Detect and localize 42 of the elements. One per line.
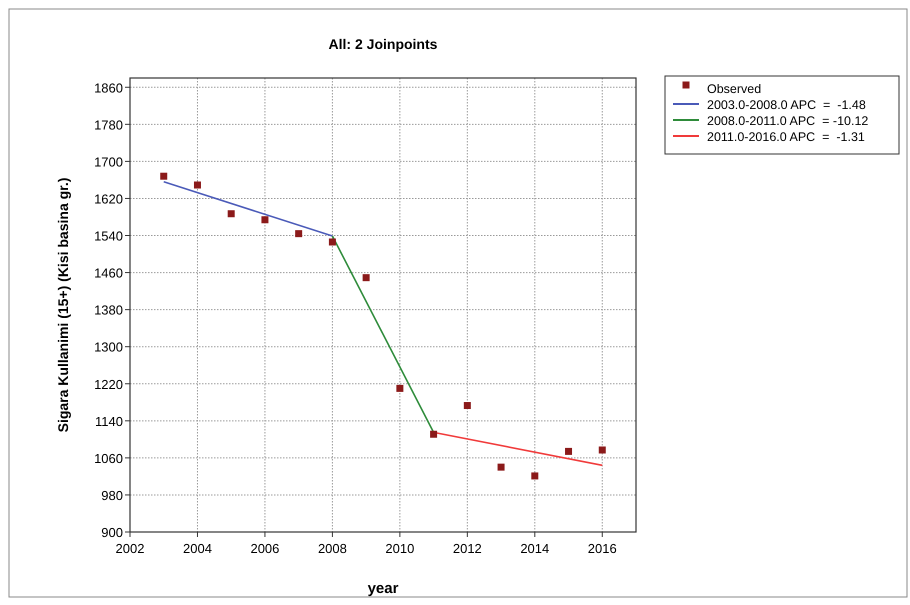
point [430, 430, 438, 438]
y-tick-label: 1140 [95, 414, 123, 429]
x-tick-label: 2004 [183, 541, 212, 556]
point [598, 446, 606, 454]
y-tick-label: 1060 [94, 450, 123, 466]
x-tick-label: 2008 [318, 541, 347, 556]
point [228, 210, 235, 218]
y-tick-label: 1780 [94, 117, 123, 132]
point [362, 274, 370, 282]
y-tick-label: 1620 [94, 191, 123, 206]
point [531, 472, 538, 480]
point [194, 182, 201, 189]
point [565, 448, 572, 455]
y-tick-label: 1860 [94, 80, 123, 96]
y-tick-label: 1460 [94, 266, 123, 281]
x-tick-label: 2016 [588, 541, 617, 556]
y-tick-label: 900 [101, 525, 123, 540]
chart-title: All: 2 Joinpoints [328, 36, 438, 52]
x-tick-label: 2014 [520, 541, 550, 556]
x-tick-label: 2010 [385, 541, 414, 556]
x-axis-title: year [368, 580, 399, 597]
y-axis-title: Sigara Kullanimi (15+) (Kisi basina gr.) [55, 178, 71, 432]
point [498, 464, 505, 471]
y-tick-label: 980 [101, 488, 123, 503]
legend-label: 2008.0-2011.0 APC = -10.12 [707, 114, 868, 128]
legend-label: 2003.0-2008.0 APC = -1.48 [707, 98, 866, 112]
x-tick-label: 2012 [452, 541, 482, 556]
point [464, 402, 471, 410]
x-tick-label: 2006 [250, 541, 280, 556]
y-tick-label: 1540 [94, 228, 123, 244]
legend-label: 2011.0-2016.0 APC = -1.31 [707, 130, 865, 144]
point [328, 238, 336, 246]
y-tick-label: 1380 [94, 302, 123, 318]
point [295, 230, 302, 238]
x-tick-label: 2002 [116, 541, 144, 556]
y-tick-label: 1220 [94, 376, 123, 392]
point [396, 384, 404, 392]
y-tick-label: 1300 [94, 340, 123, 355]
point [160, 172, 168, 180]
point [261, 216, 268, 224]
legend-label: Observed [707, 82, 762, 96]
y-tick-label: 1700 [94, 154, 123, 170]
